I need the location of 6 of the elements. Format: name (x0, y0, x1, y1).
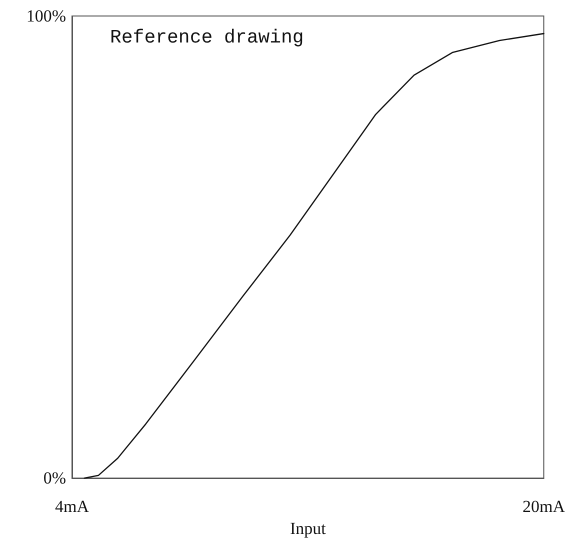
x-tick-label: 20mA (522, 497, 566, 516)
annotation: Reference drawing (110, 26, 304, 48)
x-axis-title: Input (290, 519, 326, 538)
y-tick-label: 0% (43, 468, 66, 488)
y-tick-label: 100% (26, 6, 66, 26)
x-tick-label: 4mA (55, 497, 90, 516)
